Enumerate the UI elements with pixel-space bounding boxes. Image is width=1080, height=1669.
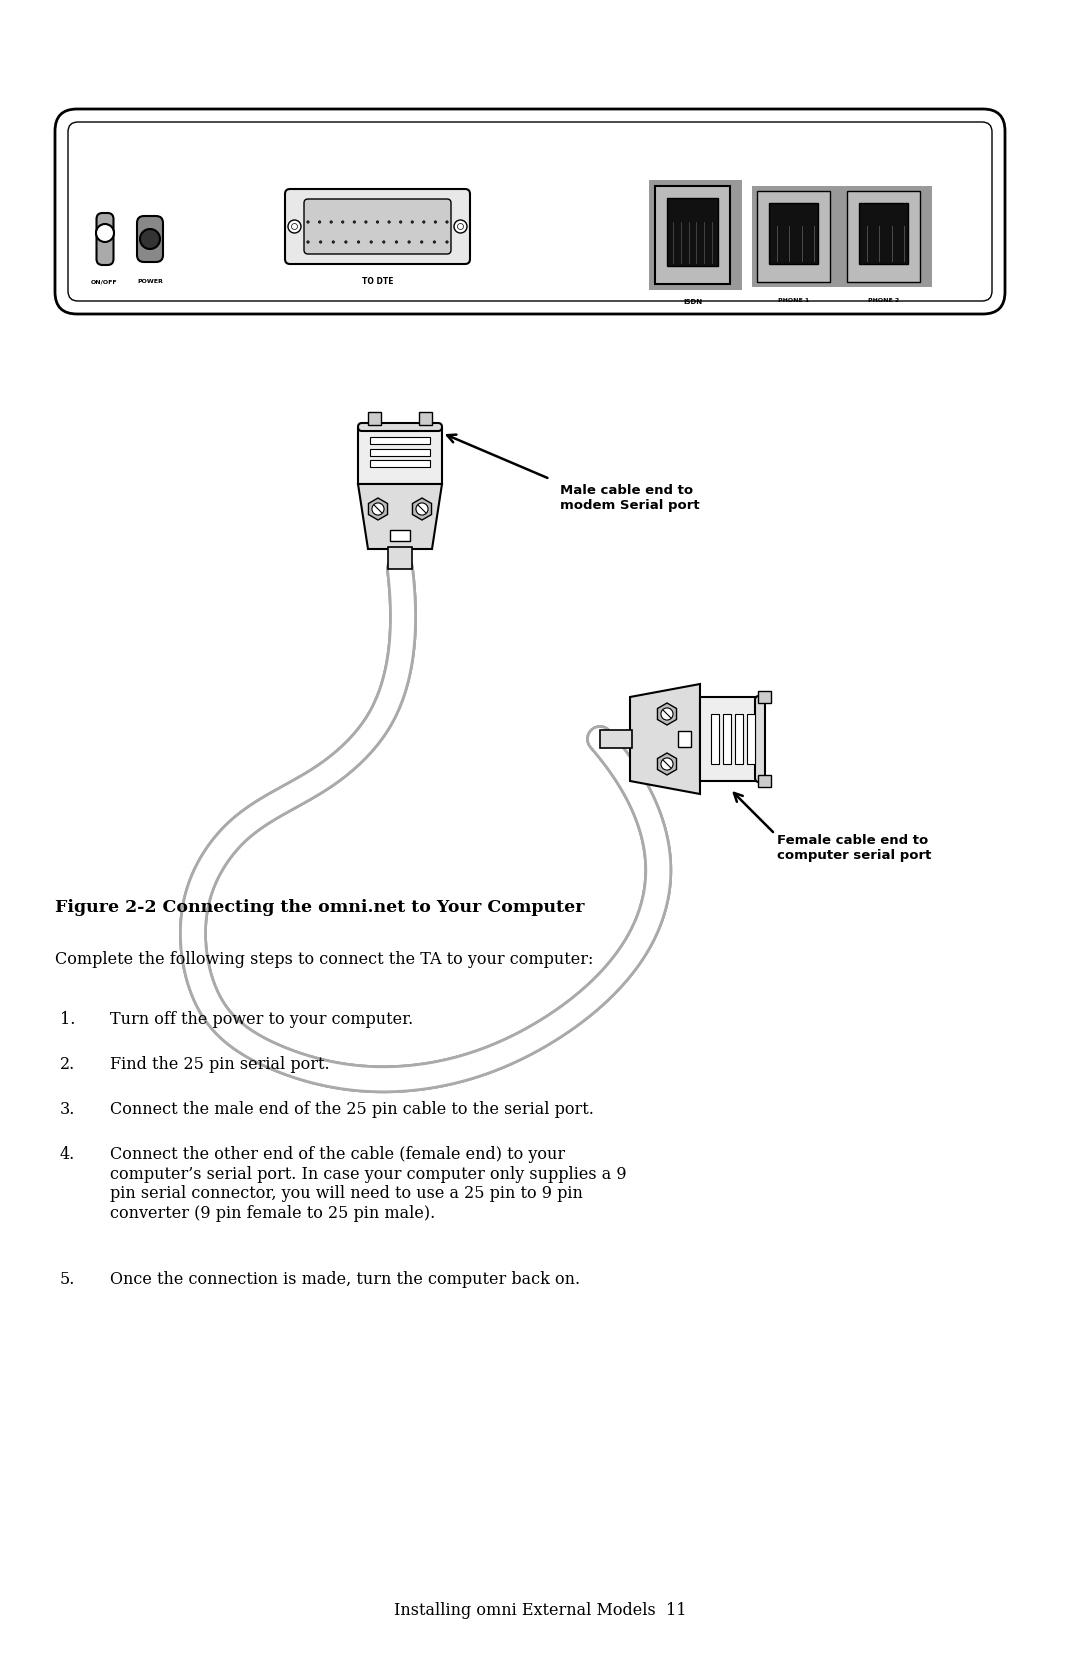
Circle shape xyxy=(400,220,402,224)
Circle shape xyxy=(330,220,333,224)
FancyBboxPatch shape xyxy=(303,199,451,254)
Bar xyxy=(847,190,920,282)
Circle shape xyxy=(307,240,309,244)
Text: Female cable end to
computer serial port: Female cable end to computer serial port xyxy=(777,834,931,861)
Circle shape xyxy=(292,224,297,230)
Circle shape xyxy=(307,220,309,224)
Text: Male cable end to
modem Serial port: Male cable end to modem Serial port xyxy=(561,484,700,512)
FancyBboxPatch shape xyxy=(137,215,163,262)
Polygon shape xyxy=(630,684,700,794)
Circle shape xyxy=(332,240,335,244)
Text: Installing omni External Models  11: Installing omni External Models 11 xyxy=(394,1602,686,1619)
Bar xyxy=(757,190,831,282)
Text: 3.: 3. xyxy=(60,1102,76,1118)
FancyBboxPatch shape xyxy=(55,108,1005,314)
Polygon shape xyxy=(357,429,442,484)
Bar xyxy=(769,204,818,264)
Bar xyxy=(859,204,908,264)
Circle shape xyxy=(372,502,384,516)
Circle shape xyxy=(388,220,390,224)
Text: Once the connection is made, turn the computer back on.: Once the connection is made, turn the co… xyxy=(110,1272,580,1288)
Circle shape xyxy=(446,240,448,244)
Circle shape xyxy=(422,220,426,224)
Circle shape xyxy=(408,240,410,244)
Bar xyxy=(649,180,742,290)
Bar xyxy=(758,774,771,788)
Bar xyxy=(747,714,755,764)
Circle shape xyxy=(434,220,436,224)
FancyBboxPatch shape xyxy=(96,214,113,265)
Polygon shape xyxy=(368,497,388,521)
Bar xyxy=(368,412,381,426)
FancyBboxPatch shape xyxy=(357,422,442,431)
Circle shape xyxy=(395,240,397,244)
Text: Connect the male end of the 25 pin cable to the serial port.: Connect the male end of the 25 pin cable… xyxy=(110,1102,594,1118)
Circle shape xyxy=(357,240,360,244)
Bar xyxy=(388,547,411,569)
Polygon shape xyxy=(357,484,442,549)
Text: PHONE 2: PHONE 2 xyxy=(868,299,900,304)
Circle shape xyxy=(365,220,367,224)
Text: 4.: 4. xyxy=(60,1147,76,1163)
Text: PHONE 1: PHONE 1 xyxy=(778,299,809,304)
Circle shape xyxy=(96,224,114,242)
Text: ON/OFF: ON/OFF xyxy=(91,279,118,284)
Circle shape xyxy=(411,220,414,224)
Circle shape xyxy=(319,220,321,224)
Text: ISDN: ISDN xyxy=(683,299,702,305)
Bar xyxy=(370,461,430,467)
Bar xyxy=(600,729,632,748)
Circle shape xyxy=(433,240,435,244)
Text: Complete the following steps to connect the TA to your computer:: Complete the following steps to connect … xyxy=(55,951,593,968)
Circle shape xyxy=(288,220,301,234)
FancyBboxPatch shape xyxy=(285,189,470,264)
Bar xyxy=(654,185,730,284)
Bar xyxy=(370,449,430,456)
Text: POWER: POWER xyxy=(137,279,163,284)
Polygon shape xyxy=(700,698,757,781)
Circle shape xyxy=(376,220,379,224)
Circle shape xyxy=(661,758,673,769)
Circle shape xyxy=(345,240,347,244)
Circle shape xyxy=(140,229,160,249)
Circle shape xyxy=(458,224,463,230)
Bar xyxy=(390,531,410,541)
Polygon shape xyxy=(658,703,676,724)
Bar xyxy=(723,714,731,764)
FancyBboxPatch shape xyxy=(755,696,765,783)
Circle shape xyxy=(370,240,373,244)
Text: 2.: 2. xyxy=(60,1056,76,1073)
Circle shape xyxy=(353,220,355,224)
Bar xyxy=(667,199,718,265)
Text: Connect the other end of the cable (female end) to your
computer’s serial port. : Connect the other end of the cable (fema… xyxy=(110,1147,626,1222)
Bar xyxy=(758,691,771,703)
Text: TO DTE: TO DTE xyxy=(362,277,393,285)
Circle shape xyxy=(446,220,448,224)
Bar xyxy=(752,185,932,287)
Text: Find the 25 pin serial port.: Find the 25 pin serial port. xyxy=(110,1056,329,1073)
Polygon shape xyxy=(658,753,676,774)
Text: Turn off the power to your computer.: Turn off the power to your computer. xyxy=(110,1011,414,1028)
Circle shape xyxy=(661,708,673,719)
FancyBboxPatch shape xyxy=(68,122,993,300)
Circle shape xyxy=(454,220,467,234)
Circle shape xyxy=(420,240,423,244)
Circle shape xyxy=(416,502,428,516)
Bar xyxy=(419,412,432,426)
Text: Figure 2-2 Connecting the omni.net to Your Computer: Figure 2-2 Connecting the omni.net to Yo… xyxy=(55,900,584,916)
Bar xyxy=(735,714,743,764)
Text: 5.: 5. xyxy=(60,1272,76,1288)
Polygon shape xyxy=(413,497,432,521)
Bar xyxy=(711,714,719,764)
Circle shape xyxy=(341,220,343,224)
Bar xyxy=(370,437,430,444)
Bar xyxy=(678,731,691,748)
Circle shape xyxy=(382,240,384,244)
Circle shape xyxy=(320,240,322,244)
Text: 1.: 1. xyxy=(60,1011,76,1028)
